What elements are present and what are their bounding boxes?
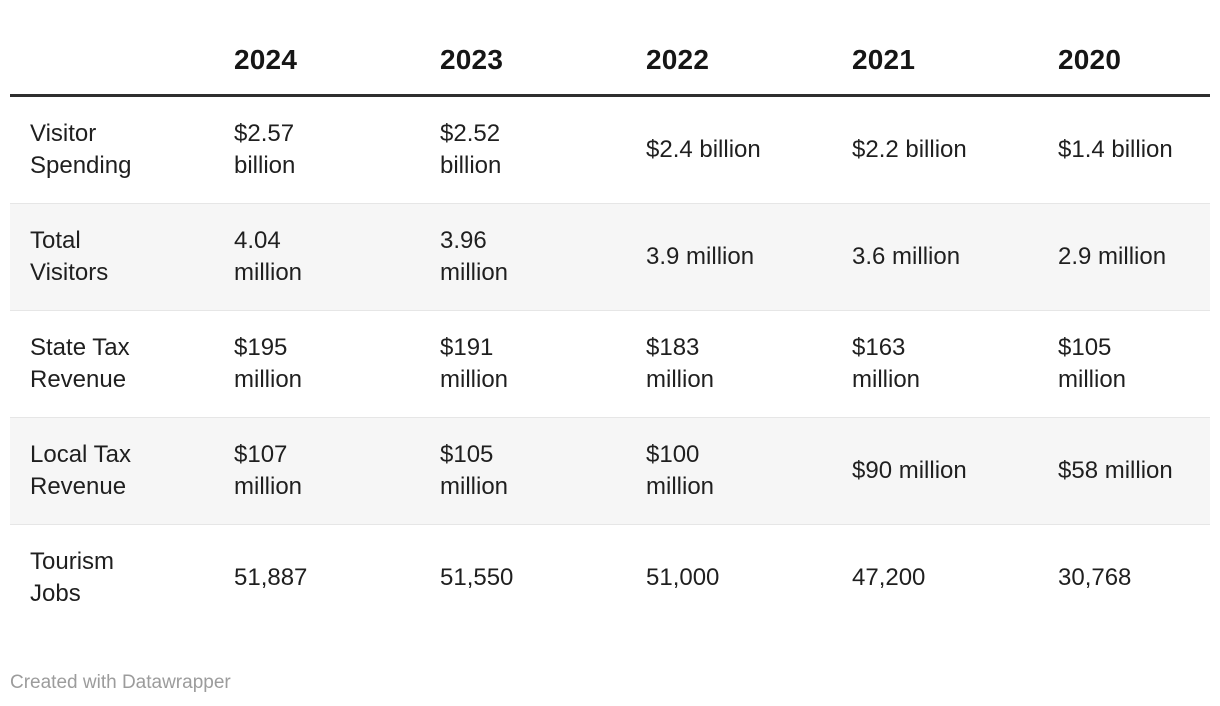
table-row-state-tax-revenue: State Tax Revenue $195 million $191 mill… <box>10 311 1210 418</box>
table-cell: $107 million <box>234 441 303 500</box>
table-cell: $2.57 billion <box>234 120 296 179</box>
table-cell: 4.04 million <box>234 227 303 286</box>
row-label: Tourism Jobs <box>30 548 115 607</box>
table-cell: 3.96 million <box>440 227 509 286</box>
created-with-datawrapper-link[interactable]: Created with Datawrapper <box>10 672 231 693</box>
column-header-2021: 2021 <box>852 44 916 75</box>
table-cell: $90 million <box>852 457 967 484</box>
column-header-2022: 2022 <box>646 44 710 75</box>
table-cell: $2.52 billion <box>440 120 502 179</box>
table-cell: 51,550 <box>440 564 514 591</box>
row-label: Total Visitors <box>30 227 109 286</box>
table-cell: 30,768 <box>1058 564 1132 591</box>
table-cell: $183 million <box>646 334 715 393</box>
column-header-2020: 2020 <box>1058 44 1122 75</box>
table-cell: $191 million <box>440 334 509 393</box>
table-cell: $100 million <box>646 441 715 500</box>
table-row-tourism-jobs: Tourism Jobs 51,887 51,550 51,000 47,200… <box>10 525 1210 632</box>
table-cell: $105 million <box>1058 334 1127 393</box>
table-cell: $195 million <box>234 334 303 393</box>
row-label: Local Tax Revenue <box>30 441 131 500</box>
table-cell: $58 million <box>1058 457 1173 484</box>
table-cell: $2.4 billion <box>646 136 761 163</box>
table-cell: 3.9 million <box>646 243 755 270</box>
column-header-2024: 2024 <box>234 44 298 75</box>
table-cell: $2.2 billion <box>852 136 967 163</box>
table-cell: $1.4 billion <box>1058 136 1173 163</box>
table-cell: 51,000 <box>646 564 720 591</box>
table-row-visitor-spending: Visitor Spending $2.57 billion $2.52 bil… <box>10 96 1210 204</box>
row-label: Visitor Spending <box>30 120 132 179</box>
row-label: State Tax Revenue <box>30 334 130 393</box>
column-header-2023: 2023 <box>440 44 504 75</box>
table-cell: 3.6 million <box>852 243 961 270</box>
table-cell: $163 million <box>852 334 921 393</box>
table-header-row: 2024 2023 2022 2021 2020 <box>10 0 1210 96</box>
corner-cell <box>10 0 214 96</box>
table-cell: $105 million <box>440 441 509 500</box>
table-cell: 47,200 <box>852 564 926 591</box>
table-cell: 2.9 million <box>1058 243 1167 270</box>
tourism-stats-table: 2024 2023 2022 2021 2020 Visitor Spendin… <box>10 0 1210 631</box>
table-cell: 51,887 <box>234 564 308 591</box>
table-row-local-tax-revenue: Local Tax Revenue $107 million $105 mill… <box>10 417 1210 525</box>
table-row-total-visitors: Total Visitors 4.04 million 3.96 million… <box>10 203 1210 311</box>
